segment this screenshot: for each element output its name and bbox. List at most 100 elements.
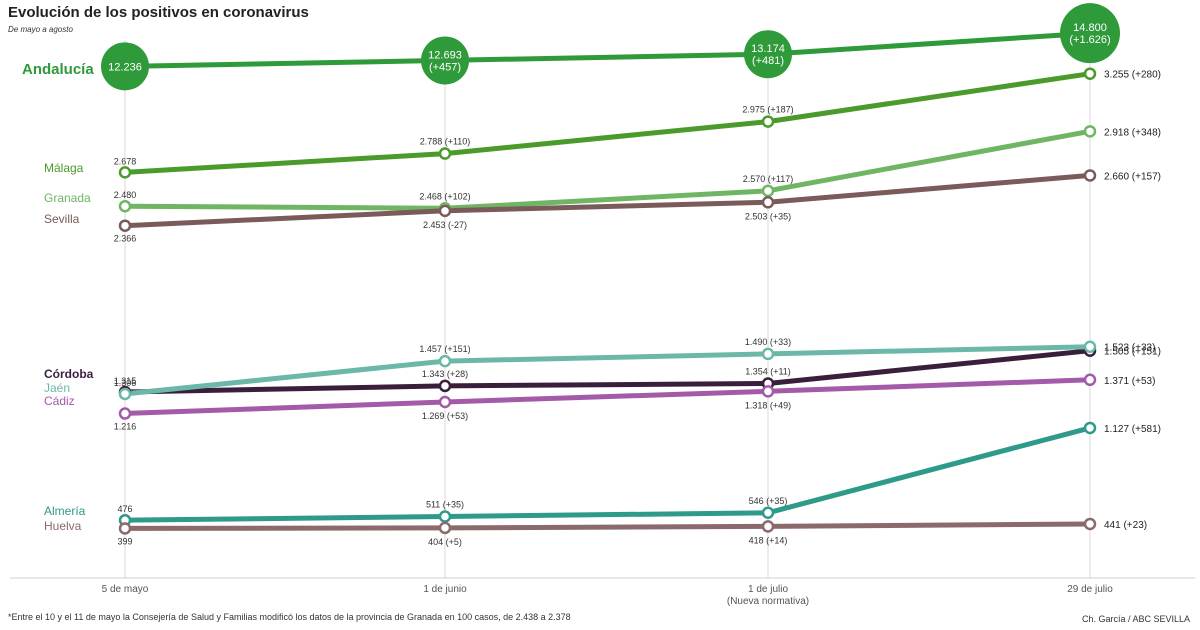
data-point bbox=[438, 204, 452, 218]
data-point bbox=[761, 385, 775, 398]
series-name: Jaén bbox=[44, 381, 70, 395]
data-label: 2.918 (+348) bbox=[1104, 127, 1161, 138]
data-label: 1.315 bbox=[114, 376, 137, 386]
data-point bbox=[1083, 125, 1097, 138]
data-point bbox=[761, 347, 775, 361]
data-label: 3.255 (+280) bbox=[1104, 70, 1161, 81]
x-tick-label: 1 de junio bbox=[423, 584, 467, 595]
data-labels: 12.236 12.693(+457) 13.174(+481) 14.800(+1.… bbox=[108, 22, 1161, 547]
data-point bbox=[1060, 3, 1120, 64]
series-line bbox=[124, 521, 1091, 531]
data-label: 1.523 (+33) bbox=[1104, 343, 1155, 354]
data-label: 1.343 (+28) bbox=[422, 369, 468, 379]
data-label: 2.503 (+35) bbox=[745, 211, 791, 221]
data-point bbox=[438, 147, 452, 160]
data-label: 1.505 (+151) bbox=[1104, 347, 1161, 358]
series-name: Huelva bbox=[44, 519, 82, 533]
chart-title: Evolución de los positivos en coronaviru… bbox=[8, 4, 309, 21]
series-line bbox=[124, 348, 1091, 395]
data-label: 14.800 bbox=[1073, 22, 1107, 34]
data-label: 404 (+5) bbox=[428, 537, 462, 547]
data-point bbox=[761, 506, 775, 520]
x-tick-sublabel: (Nueva normativa) bbox=[727, 596, 809, 607]
data-label: 399 bbox=[117, 536, 132, 546]
series-name: Córdoba bbox=[44, 367, 94, 381]
data-label: 1.306 bbox=[114, 378, 137, 388]
data-point bbox=[1083, 421, 1097, 435]
data-point bbox=[761, 115, 775, 128]
data-label: 1.318 (+49) bbox=[745, 400, 791, 410]
data-label: (+1.626) bbox=[1069, 34, 1110, 46]
data-label: 2.453 (-27) bbox=[423, 220, 467, 230]
data-point bbox=[1083, 373, 1097, 387]
series-line bbox=[124, 425, 1091, 523]
data-label: 2.570 (+117) bbox=[743, 174, 794, 184]
data-label: 1.354 (+11) bbox=[745, 367, 791, 377]
series-line bbox=[124, 128, 1091, 211]
series-name: Andalucía bbox=[22, 61, 94, 78]
series-line bbox=[124, 377, 1091, 416]
data-label: 1.216 bbox=[114, 422, 137, 432]
series-name: Almería bbox=[44, 504, 86, 518]
x-tick-label: 5 de mayo bbox=[102, 584, 149, 595]
data-point bbox=[438, 521, 452, 535]
data-point bbox=[118, 199, 132, 213]
series-name: Granada bbox=[44, 191, 91, 205]
data-point bbox=[101, 42, 149, 91]
data-label: 546 (+35) bbox=[749, 496, 788, 506]
footnote: *Entre el 10 y el 11 de mayo la Consejer… bbox=[8, 612, 571, 622]
data-point bbox=[118, 522, 132, 535]
data-label: 1.269 (+53) bbox=[422, 411, 468, 421]
series-name: Málaga bbox=[44, 161, 84, 175]
line-chart: 12.236 12.693(+457) 13.174(+481) 14.800(+1.… bbox=[10, 3, 1195, 607]
data-label: 1.371 (+53) bbox=[1104, 376, 1155, 387]
data-label: 418 (+14) bbox=[749, 535, 788, 545]
series-lines bbox=[124, 30, 1091, 531]
data-label: 2.468 (+102) bbox=[419, 191, 470, 201]
data-point bbox=[761, 520, 775, 533]
data-point bbox=[118, 387, 132, 401]
series-points bbox=[101, 3, 1120, 535]
data-point bbox=[761, 196, 775, 209]
series-name: Cádiz bbox=[44, 394, 75, 408]
data-point bbox=[438, 510, 452, 523]
series-name: Sevilla bbox=[44, 212, 80, 226]
series-line bbox=[124, 30, 1091, 69]
series-line bbox=[124, 344, 1091, 397]
data-label: 1.457 (+151) bbox=[419, 344, 470, 354]
data-point bbox=[438, 379, 452, 393]
x-tick-label: 29 de julio bbox=[1067, 584, 1113, 595]
data-label: 2.788 (+110) bbox=[420, 137, 471, 147]
data-label: 2.480 bbox=[114, 190, 137, 200]
data-point bbox=[421, 36, 469, 85]
data-label: 2.678 bbox=[114, 156, 137, 166]
series-line bbox=[124, 172, 1091, 229]
data-label: 511 (+35) bbox=[426, 499, 464, 509]
data-point bbox=[761, 184, 775, 198]
x-tick-label: 1 de julio bbox=[748, 584, 788, 595]
data-label: 2.660 (+157) bbox=[1104, 171, 1161, 182]
data-point bbox=[118, 166, 132, 179]
data-point bbox=[118, 407, 132, 420]
data-point bbox=[438, 354, 452, 368]
data-point bbox=[1083, 517, 1097, 531]
data-point bbox=[1083, 169, 1097, 182]
data-label: 1.127 (+581) bbox=[1104, 424, 1161, 435]
data-label: 441 (+23) bbox=[1104, 520, 1147, 531]
chart-grid bbox=[10, 40, 1195, 579]
series-line bbox=[124, 71, 1091, 175]
x-axis: 5 de mayo 1 de junio 1 de julio(Nueva norm… bbox=[102, 584, 1114, 607]
data-point bbox=[438, 395, 452, 409]
data-point bbox=[744, 30, 792, 79]
chart-subtitle: De mayo a agosto bbox=[8, 25, 73, 34]
data-label: 12.693 bbox=[428, 49, 462, 61]
data-label: (+457) bbox=[429, 61, 461, 73]
data-label: 13.174 bbox=[751, 43, 785, 55]
data-label: 12.236 bbox=[108, 61, 142, 73]
data-point bbox=[1083, 340, 1097, 353]
data-point bbox=[118, 219, 132, 232]
series-names: Andalucía Málaga Granada Sevilla CórdobaJaén… bbox=[22, 61, 94, 533]
credit: Ch. García / ABC SEVILLA bbox=[1081, 614, 1190, 624]
data-label: (+481) bbox=[752, 55, 784, 67]
data-label: 2.366 bbox=[114, 234, 137, 244]
